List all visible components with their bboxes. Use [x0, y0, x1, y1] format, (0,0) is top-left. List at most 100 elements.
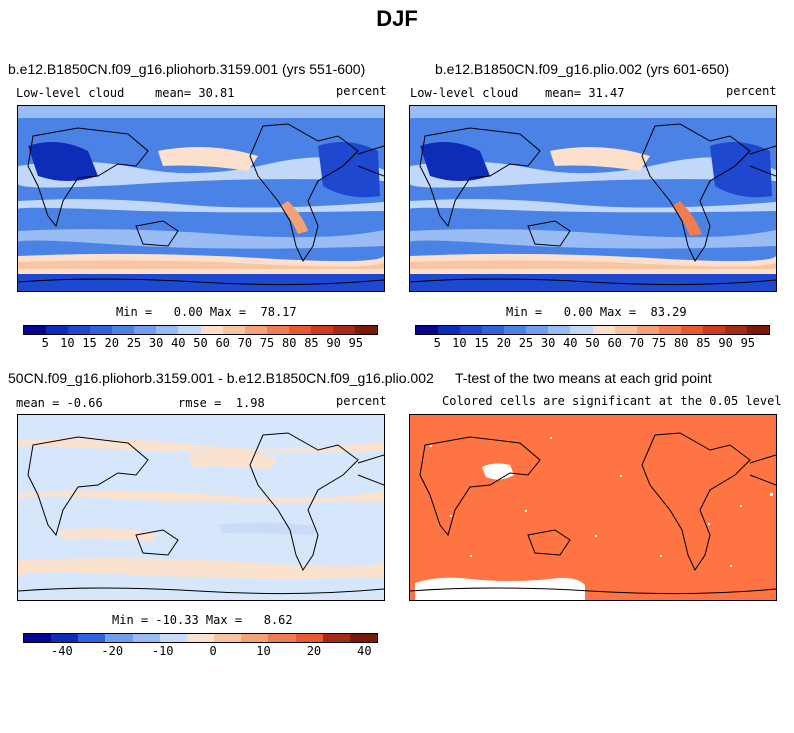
- panel1-colorbar-swatch: [266, 326, 289, 334]
- panel1-colorbar-tick-label: 25: [126, 336, 142, 350]
- panel2-colorbar-tick-label: 5: [433, 336, 441, 350]
- panel2-colorbar-tick-label: 80: [674, 336, 689, 350]
- panel2-colorbar-tick-label: 10: [452, 336, 467, 350]
- panel3-map-svg: [18, 415, 384, 600]
- panel1-colorbar-swatch: [288, 326, 311, 334]
- panel2-colorbar-tick-label: 95: [740, 336, 756, 350]
- panel2-colorbar-swatch: [724, 326, 747, 334]
- panel1-colorbar-tick-label: 50: [193, 336, 208, 350]
- panel3-colorbar-tick-label: -20: [101, 644, 124, 658]
- panel2-colorbar-swatch: [438, 326, 461, 334]
- panel1-map-svg: [18, 106, 384, 291]
- panel2-map-svg: [410, 106, 776, 291]
- panel2-colorbar-swatch: [702, 326, 725, 334]
- panel1-colorbar-ticks: 5 10 15 20 25 30 40 50 60 70 75 80 85 90 95: [23, 336, 378, 350]
- panel2-colorbar-tick-label: 15: [474, 336, 489, 350]
- panel3-colorbar-swatch: [51, 634, 79, 642]
- panel2-colorbar-swatch: [504, 326, 527, 334]
- panel4-subtitle: Colored cells are significant at the 0.0…: [442, 394, 782, 408]
- panel1-colorbar-swatch: [156, 326, 179, 334]
- panel3-map: [17, 414, 385, 601]
- panel3-title: 50CN.f09_g16.pliohorb.3159.001 - b.e12.B…: [8, 370, 434, 386]
- panel3-units: percent: [336, 394, 387, 408]
- panel1-colorbar-tick-label: 10: [60, 336, 75, 350]
- panel1-colorbar-swatch: [46, 326, 69, 334]
- panel1-colorbar-swatch: [222, 326, 245, 334]
- panel3-colorbar-swatch: [268, 634, 296, 642]
- panel2-colorbar-swatch: [680, 326, 703, 334]
- panel3-colorbar-swatch: [295, 634, 323, 642]
- panel2-colorbar-tick-label: 75: [651, 336, 667, 350]
- panel2-colorbar-tick-label: 70: [629, 336, 645, 350]
- panel3-colorbar-tick-label: 20: [306, 644, 322, 658]
- panel3-colorbar-tick-label: 0: [209, 644, 217, 658]
- panel3-colorbar-swatch: [186, 634, 215, 642]
- panel3-rmse-label: rmse = 1.98: [178, 396, 265, 410]
- panel1-map: [17, 105, 385, 292]
- panel4-map-svg: [410, 415, 776, 600]
- panel1-colorbar-tick-label: 90: [326, 336, 341, 350]
- panel3-colorbar-tick-label: 40: [357, 644, 372, 658]
- panel3-colorbar: [23, 633, 378, 643]
- panel2-colorbar-ticks: 5 10 15 20 25 30 40 50 60 70 75 80 85 90 95: [415, 336, 770, 350]
- panel2-colorbar-swatch: [614, 326, 637, 334]
- panel1-colorbar-swatch: [68, 326, 91, 334]
- panel1-colorbar-tick-label: 60: [215, 336, 230, 350]
- panel4-title: T-test of the two means at each grid poi…: [455, 370, 712, 386]
- panel3-colorbar-swatch: [241, 634, 269, 642]
- panel2-colorbar-tick-label: 50: [585, 336, 600, 350]
- panel2-colorbar-swatch: [658, 326, 681, 334]
- panel3-colorbar-swatch: [159, 634, 187, 642]
- panel1-colorbar-tick-label: 80: [282, 336, 297, 350]
- panel3-colorbar-swatch: [349, 634, 378, 642]
- panel1-colorbar-tick-label: 5: [41, 336, 49, 350]
- panel2-colorbar-swatch: [482, 326, 505, 334]
- panel3-colorbar-swatch: [78, 634, 106, 642]
- panel3-colorbar-ticks: -40 -20 -10 0 10 20 40: [23, 644, 378, 658]
- panel1-colorbar-swatch: [134, 326, 157, 334]
- panel1-colorbar: [23, 325, 378, 335]
- panel1-colorbar-tick-label: 70: [237, 336, 253, 350]
- panel1-minmax: Min = 0.00 Max = 78.17: [116, 305, 297, 319]
- panel3-colorbar-swatch: [105, 634, 133, 642]
- panel1-colorbar-tick-label: 40: [171, 336, 186, 350]
- panel1-colorbar-swatch: [112, 326, 135, 334]
- panel3-mean-label: mean = -0.66: [16, 396, 103, 410]
- panel2-colorbar-swatch: [592, 326, 615, 334]
- panel1-colorbar-swatch: [24, 326, 47, 334]
- panel4-map: [409, 414, 777, 601]
- panel1-colorbar-swatch: [178, 326, 201, 334]
- panel3-colorbar-swatch: [132, 634, 160, 642]
- panel2-left-label: Low-level cloud: [410, 86, 519, 100]
- panel1-colorbar-swatch: [354, 326, 377, 334]
- panel3-colorbar-tick-label: -40: [51, 644, 73, 658]
- panel2-title: b.e12.B1850CN.f09_g16.plio.002 (yrs 601-…: [435, 61, 730, 77]
- panel1-colorbar-swatch: [244, 326, 267, 334]
- figure-title: DJF: [376, 6, 418, 31]
- panel2-colorbar-swatch: [416, 326, 439, 334]
- panel2-colorbar-swatch: [460, 326, 483, 334]
- panel2-colorbar-tick-label: 25: [518, 336, 534, 350]
- panel2-colorbar: [415, 325, 770, 335]
- panel2-colorbar-swatch: [746, 326, 769, 334]
- panel2-colorbar-swatch: [570, 326, 593, 334]
- panel2-map: [409, 105, 777, 292]
- panel2-colorbar-tick-label: 60: [607, 336, 622, 350]
- panel3-colorbar-swatch: [322, 634, 350, 642]
- panel1-colorbar-swatch: [310, 326, 333, 334]
- panel1-colorbar-tick-label: 85: [304, 336, 319, 350]
- panel2-colorbar-tick-label: 90: [718, 336, 733, 350]
- panel3-minmax: Min = -10.33 Max = 8.62: [112, 613, 293, 627]
- panel1-colorbar-tick-label: 75: [259, 336, 275, 350]
- panel3-colorbar-swatch: [24, 634, 52, 642]
- panel2-colorbar-swatch: [548, 326, 571, 334]
- panel3-colorbar-swatch: [214, 634, 242, 642]
- panel1-colorbar-swatch: [90, 326, 113, 334]
- panel2-colorbar-swatch: [526, 326, 549, 334]
- panel2-colorbar-tick-label: 30: [540, 336, 556, 350]
- panel2-minmax: Min = 0.00 Max = 83.29: [506, 305, 687, 319]
- panel2-colorbar-tick-label: 40: [563, 336, 578, 350]
- panel1-colorbar-tick-label: 20: [104, 336, 119, 350]
- panel2-colorbar-swatch: [636, 326, 659, 334]
- panel1-colorbar-swatch: [200, 326, 223, 334]
